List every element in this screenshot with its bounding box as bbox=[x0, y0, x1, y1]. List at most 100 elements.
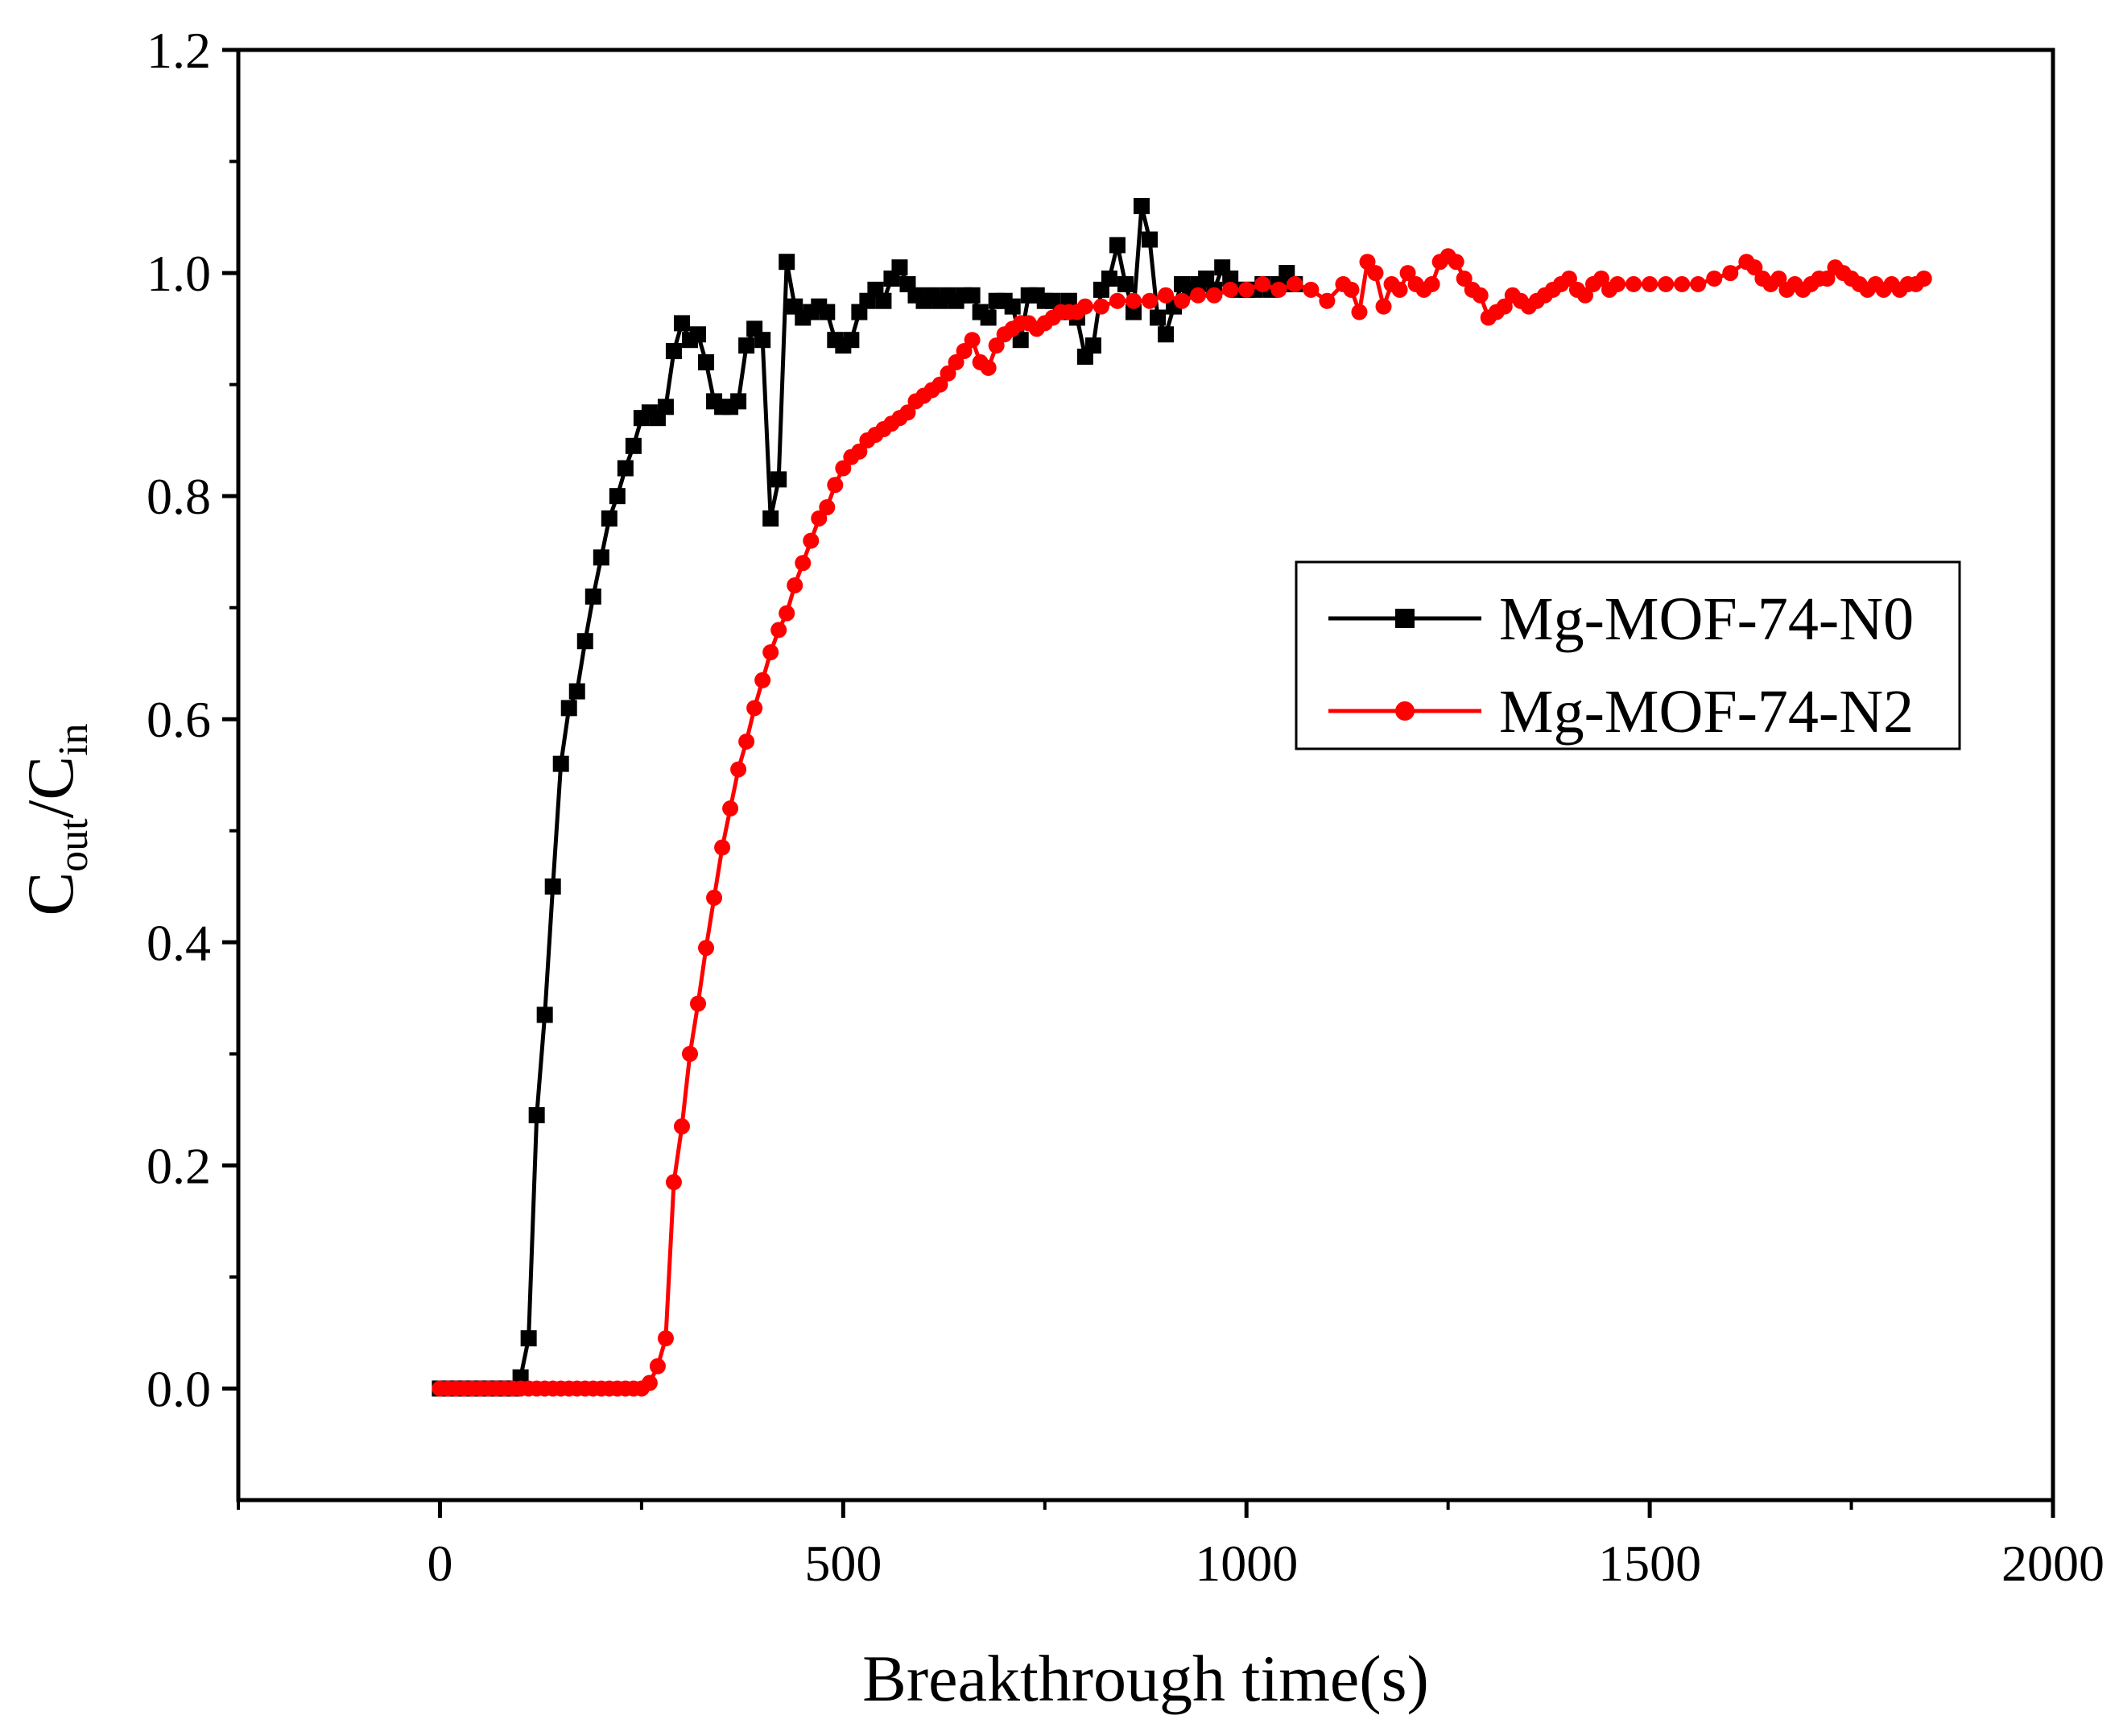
data-point bbox=[593, 549, 609, 566]
data-point bbox=[544, 878, 561, 895]
axes: 0.0 0.2 0.4 0.6 0.8 1.0 1.2 0 500 1000 1500 2000 bbox=[147, 22, 2105, 1592]
x-axis-title: Breakthrough time(s) bbox=[862, 1642, 1429, 1715]
y-tick-label: 1.0 bbox=[147, 245, 211, 302]
data-point bbox=[1343, 281, 1360, 298]
data-point bbox=[779, 605, 795, 622]
y-axis-title-slash: /C bbox=[14, 756, 87, 818]
data-point bbox=[681, 1045, 698, 1062]
data-point bbox=[1142, 231, 1159, 248]
data-point bbox=[673, 315, 690, 332]
data-point bbox=[568, 683, 585, 700]
data-point bbox=[988, 337, 1005, 354]
data-point bbox=[835, 460, 852, 477]
data-point bbox=[609, 488, 626, 505]
legend: Mg-MOF-74-N0 Mg-MOF-74-N2 bbox=[1295, 560, 1961, 750]
data-point bbox=[698, 940, 715, 957]
data-point bbox=[964, 332, 981, 349]
data-point bbox=[665, 1174, 682, 1191]
data-point bbox=[948, 353, 964, 370]
data-point bbox=[641, 1374, 658, 1391]
data-point bbox=[1770, 271, 1787, 287]
data-point bbox=[601, 510, 618, 527]
data-point bbox=[754, 672, 771, 688]
data-point bbox=[1206, 287, 1223, 304]
data-point bbox=[819, 304, 836, 320]
data-point bbox=[512, 1369, 529, 1386]
data-point bbox=[1076, 298, 1093, 315]
data-point bbox=[1706, 271, 1723, 287]
data-point bbox=[1609, 275, 1626, 292]
data-point bbox=[779, 254, 795, 271]
data-point bbox=[1674, 275, 1691, 292]
data-point bbox=[811, 510, 828, 527]
data-point bbox=[722, 800, 739, 817]
data-point bbox=[520, 1330, 537, 1347]
data-point bbox=[770, 622, 787, 639]
data-point bbox=[528, 1107, 545, 1124]
data-point bbox=[1004, 298, 1021, 315]
data-point bbox=[1109, 237, 1126, 254]
data-point bbox=[649, 1358, 666, 1374]
data-point bbox=[827, 477, 844, 494]
data-point bbox=[1158, 287, 1175, 304]
data-point bbox=[803, 532, 820, 549]
y-axis-title-sub-out: out bbox=[51, 818, 97, 872]
data-point bbox=[1367, 265, 1384, 282]
data-point bbox=[843, 332, 860, 349]
y-tick-label: 0.6 bbox=[147, 691, 211, 748]
data-point bbox=[891, 259, 908, 276]
data-point bbox=[657, 1330, 674, 1347]
data-point bbox=[1125, 304, 1142, 320]
data-point bbox=[617, 460, 634, 477]
data-point bbox=[1093, 298, 1109, 315]
data-point bbox=[980, 359, 997, 376]
data-point bbox=[1722, 265, 1739, 282]
y-tick-label: 0.0 bbox=[147, 1360, 211, 1417]
data-point bbox=[560, 700, 577, 717]
data-point bbox=[1472, 287, 1489, 304]
data-point bbox=[706, 889, 723, 906]
data-point bbox=[1117, 275, 1134, 292]
data-point bbox=[1915, 271, 1932, 287]
series-n2 bbox=[432, 248, 1932, 1397]
x-tick-label: 500 bbox=[804, 1535, 882, 1592]
data-point bbox=[698, 353, 715, 370]
y-axis-title-sub-in: in bbox=[51, 723, 97, 755]
data-point bbox=[673, 1118, 690, 1135]
data-point bbox=[584, 588, 601, 605]
data-point bbox=[1456, 271, 1473, 287]
data-point bbox=[770, 471, 787, 488]
data-point bbox=[730, 393, 747, 410]
data-point bbox=[1448, 254, 1464, 271]
data-point bbox=[1109, 292, 1126, 309]
data-point bbox=[754, 332, 771, 349]
data-point bbox=[657, 399, 674, 415]
data-point bbox=[1142, 292, 1159, 309]
y-tick-label: 0.8 bbox=[147, 468, 211, 525]
x-tick-label: 1500 bbox=[1598, 1535, 1701, 1592]
data-point bbox=[787, 577, 803, 593]
data-point bbox=[1391, 281, 1408, 298]
data-point bbox=[1190, 287, 1207, 304]
data-point bbox=[1254, 275, 1271, 292]
data-point bbox=[1133, 197, 1150, 214]
x-tick-label: 2000 bbox=[2001, 1535, 2105, 1592]
y-axis-title: Cout/Cin bbox=[14, 723, 97, 916]
data-point bbox=[536, 1006, 553, 1023]
data-point bbox=[1084, 337, 1101, 354]
plot-frame bbox=[236, 48, 2055, 1502]
data-point bbox=[1375, 298, 1392, 315]
legend-marker-n0 bbox=[1395, 609, 1415, 628]
data-point bbox=[730, 761, 747, 778]
data-point bbox=[1642, 275, 1658, 292]
data-point bbox=[1359, 254, 1376, 271]
y-axis-title-c: C bbox=[14, 872, 87, 916]
data-point bbox=[576, 633, 593, 650]
data-point bbox=[964, 287, 981, 304]
data-point bbox=[762, 510, 779, 527]
data-point bbox=[1101, 271, 1117, 287]
data-point bbox=[980, 309, 997, 326]
data-point bbox=[1287, 275, 1303, 292]
data-point bbox=[1658, 275, 1675, 292]
data-point bbox=[552, 755, 569, 772]
